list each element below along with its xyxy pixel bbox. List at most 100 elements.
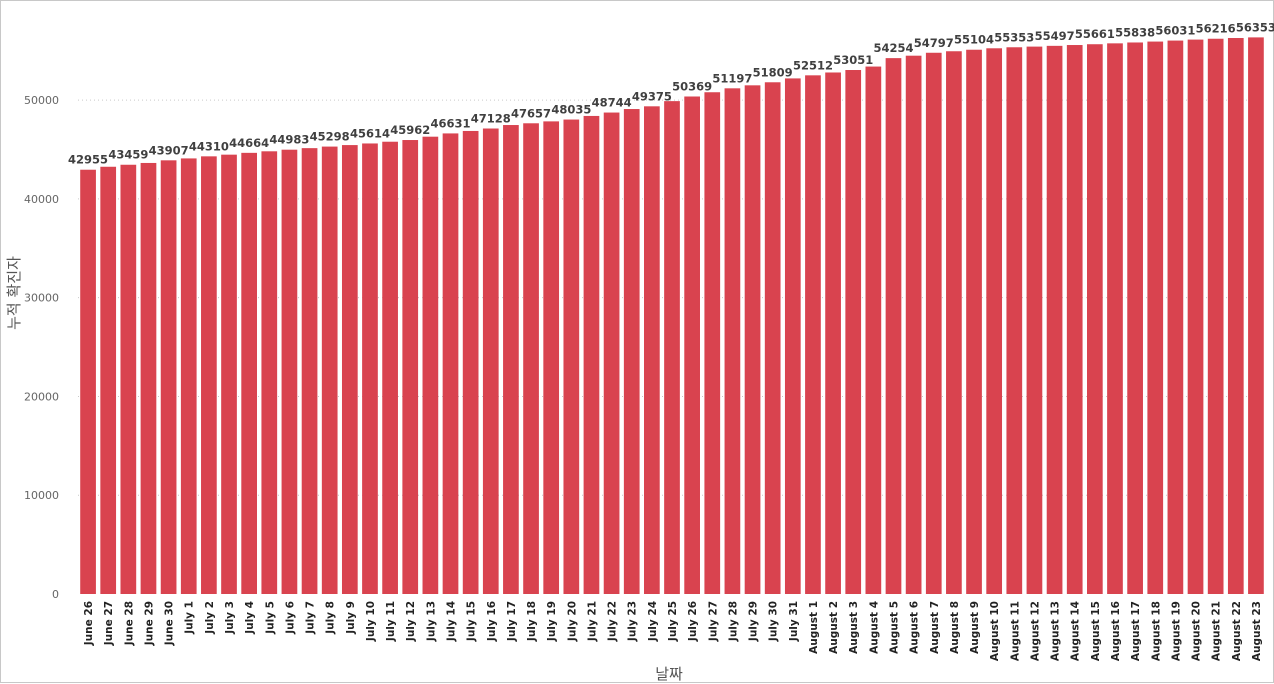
bar[interactable] bbox=[120, 164, 137, 594]
x-tick-label: August 21 bbox=[1211, 601, 1223, 661]
bar[interactable] bbox=[925, 52, 942, 594]
bar[interactable] bbox=[80, 169, 96, 595]
x-tick-label: June 28 bbox=[123, 601, 135, 646]
bar[interactable] bbox=[583, 115, 600, 595]
data-label: 47128 bbox=[471, 112, 511, 126]
y-tick-label: 50000 bbox=[24, 94, 59, 107]
bar[interactable] bbox=[1248, 37, 1264, 594]
x-tick-label: August 3 bbox=[848, 601, 860, 654]
bar[interactable] bbox=[341, 145, 358, 594]
data-label: 55838 bbox=[1115, 25, 1155, 39]
bar[interactable] bbox=[1086, 44, 1103, 594]
data-labels: 42955 43459 43907 44310 44664 44983 45298 45614… bbox=[68, 20, 1274, 166]
bar[interactable] bbox=[1107, 43, 1123, 594]
x-tick-label: July 22 bbox=[607, 601, 619, 642]
x-tick-label: July 12 bbox=[405, 601, 417, 642]
data-label: 54254 bbox=[873, 41, 913, 55]
bar[interactable] bbox=[100, 166, 117, 594]
bar[interactable] bbox=[321, 146, 338, 594]
x-tick-label: July 5 bbox=[264, 601, 276, 635]
bar[interactable] bbox=[201, 156, 217, 594]
data-label: 50369 bbox=[672, 79, 712, 93]
bar[interactable] bbox=[362, 143, 378, 594]
bar[interactable] bbox=[764, 82, 781, 594]
bar[interactable] bbox=[704, 92, 721, 595]
bar[interactable] bbox=[241, 152, 258, 595]
bar[interactable] bbox=[946, 51, 962, 595]
bar[interactable] bbox=[523, 123, 539, 594]
bar[interactable] bbox=[905, 55, 922, 594]
x-tick-label: August 5 bbox=[888, 601, 900, 654]
data-label: 44983 bbox=[269, 133, 309, 147]
bar[interactable] bbox=[1227, 38, 1244, 594]
bar[interactable] bbox=[825, 72, 841, 595]
x-tick-label: August 1 bbox=[808, 601, 820, 654]
bar[interactable] bbox=[744, 85, 761, 595]
bar[interactable] bbox=[1207, 38, 1224, 595]
bar[interactable] bbox=[845, 70, 862, 595]
data-label: 55353 bbox=[994, 30, 1034, 44]
x-tick-label: August 6 bbox=[909, 601, 921, 654]
bar[interactable] bbox=[422, 136, 439, 594]
bar[interactable] bbox=[885, 58, 902, 594]
bar[interactable] bbox=[1066, 45, 1083, 594]
bar[interactable] bbox=[160, 160, 177, 594]
bar[interactable] bbox=[1006, 47, 1023, 594]
x-tick-label: July 18 bbox=[526, 601, 538, 642]
bar[interactable] bbox=[462, 130, 479, 594]
bar[interactable] bbox=[301, 148, 318, 595]
data-label: 56216 bbox=[1196, 22, 1236, 36]
data-label: 52512 bbox=[793, 58, 833, 72]
bar[interactable] bbox=[1127, 42, 1143, 595]
bar[interactable] bbox=[865, 66, 882, 595]
bar[interactable] bbox=[986, 48, 1003, 594]
data-label: 55661 bbox=[1075, 27, 1115, 41]
bar[interactable] bbox=[724, 88, 741, 594]
bar[interactable] bbox=[603, 112, 620, 594]
bar[interactable] bbox=[482, 128, 499, 594]
bar[interactable] bbox=[402, 140, 419, 594]
data-label: 44664 bbox=[229, 136, 269, 150]
bar[interactable] bbox=[623, 109, 640, 595]
y-tick-label: 30000 bbox=[24, 292, 59, 305]
bar[interactable] bbox=[1187, 39, 1204, 595]
x-tick-label: August 15 bbox=[1090, 601, 1102, 661]
data-label: 55104 bbox=[954, 33, 994, 47]
x-tick-label: July 23 bbox=[627, 601, 639, 642]
data-label: 45298 bbox=[310, 130, 350, 144]
bar[interactable] bbox=[140, 162, 157, 595]
bar[interactable] bbox=[1046, 45, 1063, 595]
x-tick-label: August 9 bbox=[969, 601, 981, 654]
bar[interactable] bbox=[543, 121, 560, 594]
y-axis-ticks: 0 10000 20000 30000 40000 50000 bbox=[24, 94, 59, 601]
data-label: 45962 bbox=[390, 123, 430, 137]
data-label: 49375 bbox=[632, 89, 672, 103]
bar[interactable] bbox=[281, 149, 298, 595]
x-tick-label: August 22 bbox=[1231, 601, 1243, 661]
bar[interactable] bbox=[180, 158, 197, 595]
x-tick-label: July 2 bbox=[204, 601, 216, 635]
x-tick-label: August 11 bbox=[1009, 601, 1021, 661]
data-label: 47657 bbox=[511, 106, 551, 120]
bar[interactable] bbox=[503, 125, 519, 594]
bar[interactable] bbox=[664, 101, 680, 595]
bar[interactable] bbox=[221, 154, 237, 594]
bar[interactable] bbox=[684, 96, 700, 594]
bar[interactable] bbox=[1147, 41, 1164, 594]
bar[interactable] bbox=[563, 119, 580, 594]
bar[interactable] bbox=[1167, 40, 1184, 595]
bar[interactable] bbox=[1026, 46, 1043, 595]
bar[interactable] bbox=[644, 106, 660, 594]
bar[interactable] bbox=[382, 141, 398, 594]
bar[interactable] bbox=[805, 75, 821, 594]
bar[interactable] bbox=[784, 78, 801, 595]
bar[interactable] bbox=[261, 151, 278, 595]
bar[interactable] bbox=[966, 49, 982, 594]
x-tick-label: August 7 bbox=[929, 601, 941, 654]
x-tick-label: June 27 bbox=[103, 601, 115, 646]
data-label: 43459 bbox=[108, 148, 148, 162]
x-tick-label: July 11 bbox=[385, 601, 397, 642]
y-tick-label: 10000 bbox=[24, 489, 59, 502]
bar[interactable] bbox=[442, 133, 459, 594]
